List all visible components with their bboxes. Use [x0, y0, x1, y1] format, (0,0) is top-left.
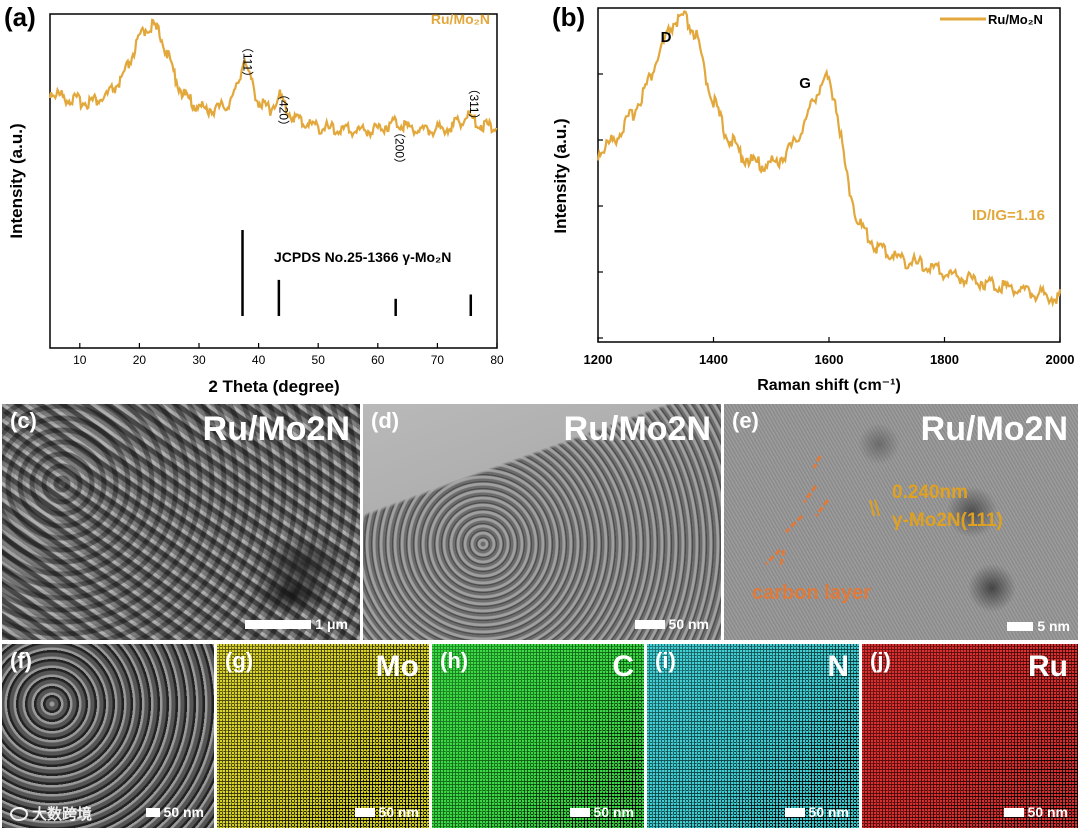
xrd-x-axis-label: 2 Theta (degree) [208, 377, 339, 396]
xrd-plot-frame [49, 13, 498, 349]
map-h-scale-text: 50 nm [593, 804, 634, 820]
xrd-x-tick-3: 40 [252, 353, 266, 367]
panel-label-a: (a) [4, 2, 36, 32]
xrd-x-tick-5: 60 [371, 353, 385, 367]
tem-d-scale-text: 50 nm [668, 616, 709, 632]
sem-image-c: (c) Ru/Mo2N 1 μm [2, 404, 360, 640]
hrtem-title: Ru/Mo2N [920, 410, 1068, 448]
raman-x-axis-label: Raman shift (cm⁻¹) [757, 377, 901, 394]
raman-peak-label-D: D [661, 29, 672, 46]
xrd-peak-label-0: （111） [241, 41, 255, 83]
hrtem-scale-text: 5 nm [1037, 618, 1070, 634]
lattice-plane-label: γ-Mo2N(111) [892, 510, 1003, 531]
carbon-layer-arrows [764, 455, 880, 569]
haadf-image-f: (f) 50 nm 大数跨境 [2, 644, 214, 828]
xrd-series-line [48, 18, 498, 141]
watermark-logo-icon [10, 806, 28, 821]
hrtem-scale-bar: 5 nm [1007, 618, 1070, 634]
panel-label-c: (c) [10, 408, 37, 433]
xrd-y-axis-label: Intensity (a.u.) [7, 123, 26, 238]
xrd-x-tick-4: 50 [312, 353, 326, 367]
xrd-x-tick-2: 30 [192, 353, 206, 367]
raman-x-tick-2: 1600 [815, 352, 844, 367]
panel-label-d: (d) [371, 408, 400, 433]
eds-map-c: (h) C 50 nm [432, 644, 644, 828]
xrd-peak-label-1: （420） [276, 88, 290, 132]
raman-y-axis-label: Intensity (a.u.) [551, 118, 570, 233]
xrd-reference-peaks [241, 230, 473, 316]
carbon-layer-label: carbon layer [752, 582, 871, 604]
xrd-reference-label: JCPDS No.25-1366 γ-Mo₂N [274, 249, 451, 265]
panel-label-b: (b) [552, 2, 586, 32]
tem-d-scale-bar: 50 nm [634, 616, 709, 632]
raman-x-tick-3: 1800 [930, 352, 959, 367]
panel-label-g: (g) [225, 648, 254, 673]
lattice-spacing-label: 0.240nm [892, 482, 969, 503]
tem-image-d: (d) Ru/Mo2N 50 nm [363, 404, 721, 640]
map-g-element: Mo [375, 650, 419, 683]
raman-x-tick-1: 1400 [699, 352, 728, 367]
map-g-scale-text: 50 nm [378, 804, 419, 820]
eds-map-n: (i) N 50 nm [647, 644, 859, 828]
panel-label-e: (e) [732, 408, 759, 433]
map-h-element: C [612, 650, 634, 683]
raman-chart: D G 1200 1400 1600 1800 2000 Ru/Mo₂N ID/IG=1.… [551, 7, 1075, 394]
xrd-chart: （111） （420） （200） （311） 10 20 30 40 50 60 70 80 JC… [7, 11, 504, 396]
map-i-element: N [827, 650, 849, 683]
watermark: 大数跨境 [10, 803, 92, 824]
xrd-legend-entry: Ru/Mo₂N [431, 11, 490, 27]
xrd-x-tick-7: 80 [490, 353, 504, 367]
map-i-scale-text: 50 nm [808, 804, 849, 820]
raman-legend-entry: Ru/Mo₂N [988, 12, 1043, 27]
raman-x-tick-4: 2000 [1046, 352, 1075, 367]
sem-scale-bar: 1 μm [245, 616, 348, 632]
hrtem-image-e: (e) Ru/Mo2N 0.240nm γ-Mo2N(111) carbon l… [724, 404, 1078, 640]
map-j-element: Ru [1028, 650, 1068, 683]
raman-peak-label-G: G [799, 75, 811, 92]
map-h-scale-bar: 50 nm [569, 804, 634, 820]
raman-plot-frame [597, 7, 1061, 343]
panel-label-j: (j) [870, 648, 891, 673]
panel-label-i: (i) [655, 648, 676, 673]
xrd-peak-label-3: （311） [467, 82, 481, 125]
map-f-scale-bar: 50 nm [145, 804, 204, 820]
map-g-scale-bar: 50 nm [354, 804, 419, 820]
panel-label-h: (h) [440, 648, 469, 673]
map-j-scale-bar: 50 nm [1003, 804, 1068, 820]
sem-scale-text: 1 μm [315, 616, 348, 632]
raman-series-line [596, 10, 1062, 308]
raman-x-tick-0: 1200 [584, 352, 613, 367]
panel-label-f: (f) [10, 648, 32, 673]
map-f-scale-text: 50 nm [163, 804, 204, 820]
xrd-peak-label-2: （200） [393, 126, 407, 170]
map-i-scale-bar: 50 nm [784, 804, 849, 820]
map-j-scale-text: 50 nm [1027, 804, 1068, 820]
tem-d-title: Ru/Mo2N [563, 410, 711, 448]
raman-id-ig-annotation: ID/IG=1.16 [972, 207, 1045, 224]
xrd-x-tick-0: 10 [73, 353, 87, 367]
xrd-x-tick-6: 70 [431, 353, 445, 367]
xrd-x-tick-1: 20 [133, 353, 147, 367]
eds-map-mo: (g) Mo 50 nm [217, 644, 429, 828]
watermark-text: 大数跨境 [32, 806, 93, 823]
sem-title: Ru/Mo2N [202, 410, 350, 448]
eds-map-ru: (j) Ru 50 nm [862, 644, 1078, 828]
